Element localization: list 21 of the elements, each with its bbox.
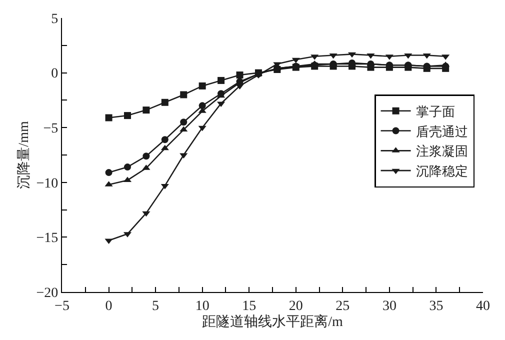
x-tick-label: 0	[105, 298, 112, 314]
x-tick-label: 5	[152, 298, 160, 314]
y-tick-label: −20	[36, 286, 58, 301]
x-tick-label: 10	[195, 298, 210, 314]
legend-label: 沉降稳定	[416, 164, 468, 179]
y-tick-label: −15	[36, 231, 58, 246]
x-tick-label: 30	[382, 298, 396, 314]
y-tick-label: −10	[36, 176, 58, 192]
y-tick-label: −5	[43, 122, 58, 136]
legend-label: 盾壳通过	[416, 124, 468, 139]
y-axis-title: 沉降量/mm	[16, 121, 32, 189]
y-tick-label: 0	[51, 66, 58, 82]
x-axis-title: 距隧道轴线水平距离/m	[202, 314, 343, 330]
x-tick-label: 15	[242, 298, 256, 314]
legend-label: 掌子面	[416, 104, 455, 119]
x-tick-label: 40	[476, 298, 490, 314]
x-tick-label: 20	[288, 298, 303, 314]
legend-label: 注浆凝固	[416, 144, 468, 159]
y-tick-label: 5	[51, 12, 58, 27]
x-tick-label: 35	[429, 298, 444, 314]
x-tick-label: 25	[336, 298, 350, 314]
